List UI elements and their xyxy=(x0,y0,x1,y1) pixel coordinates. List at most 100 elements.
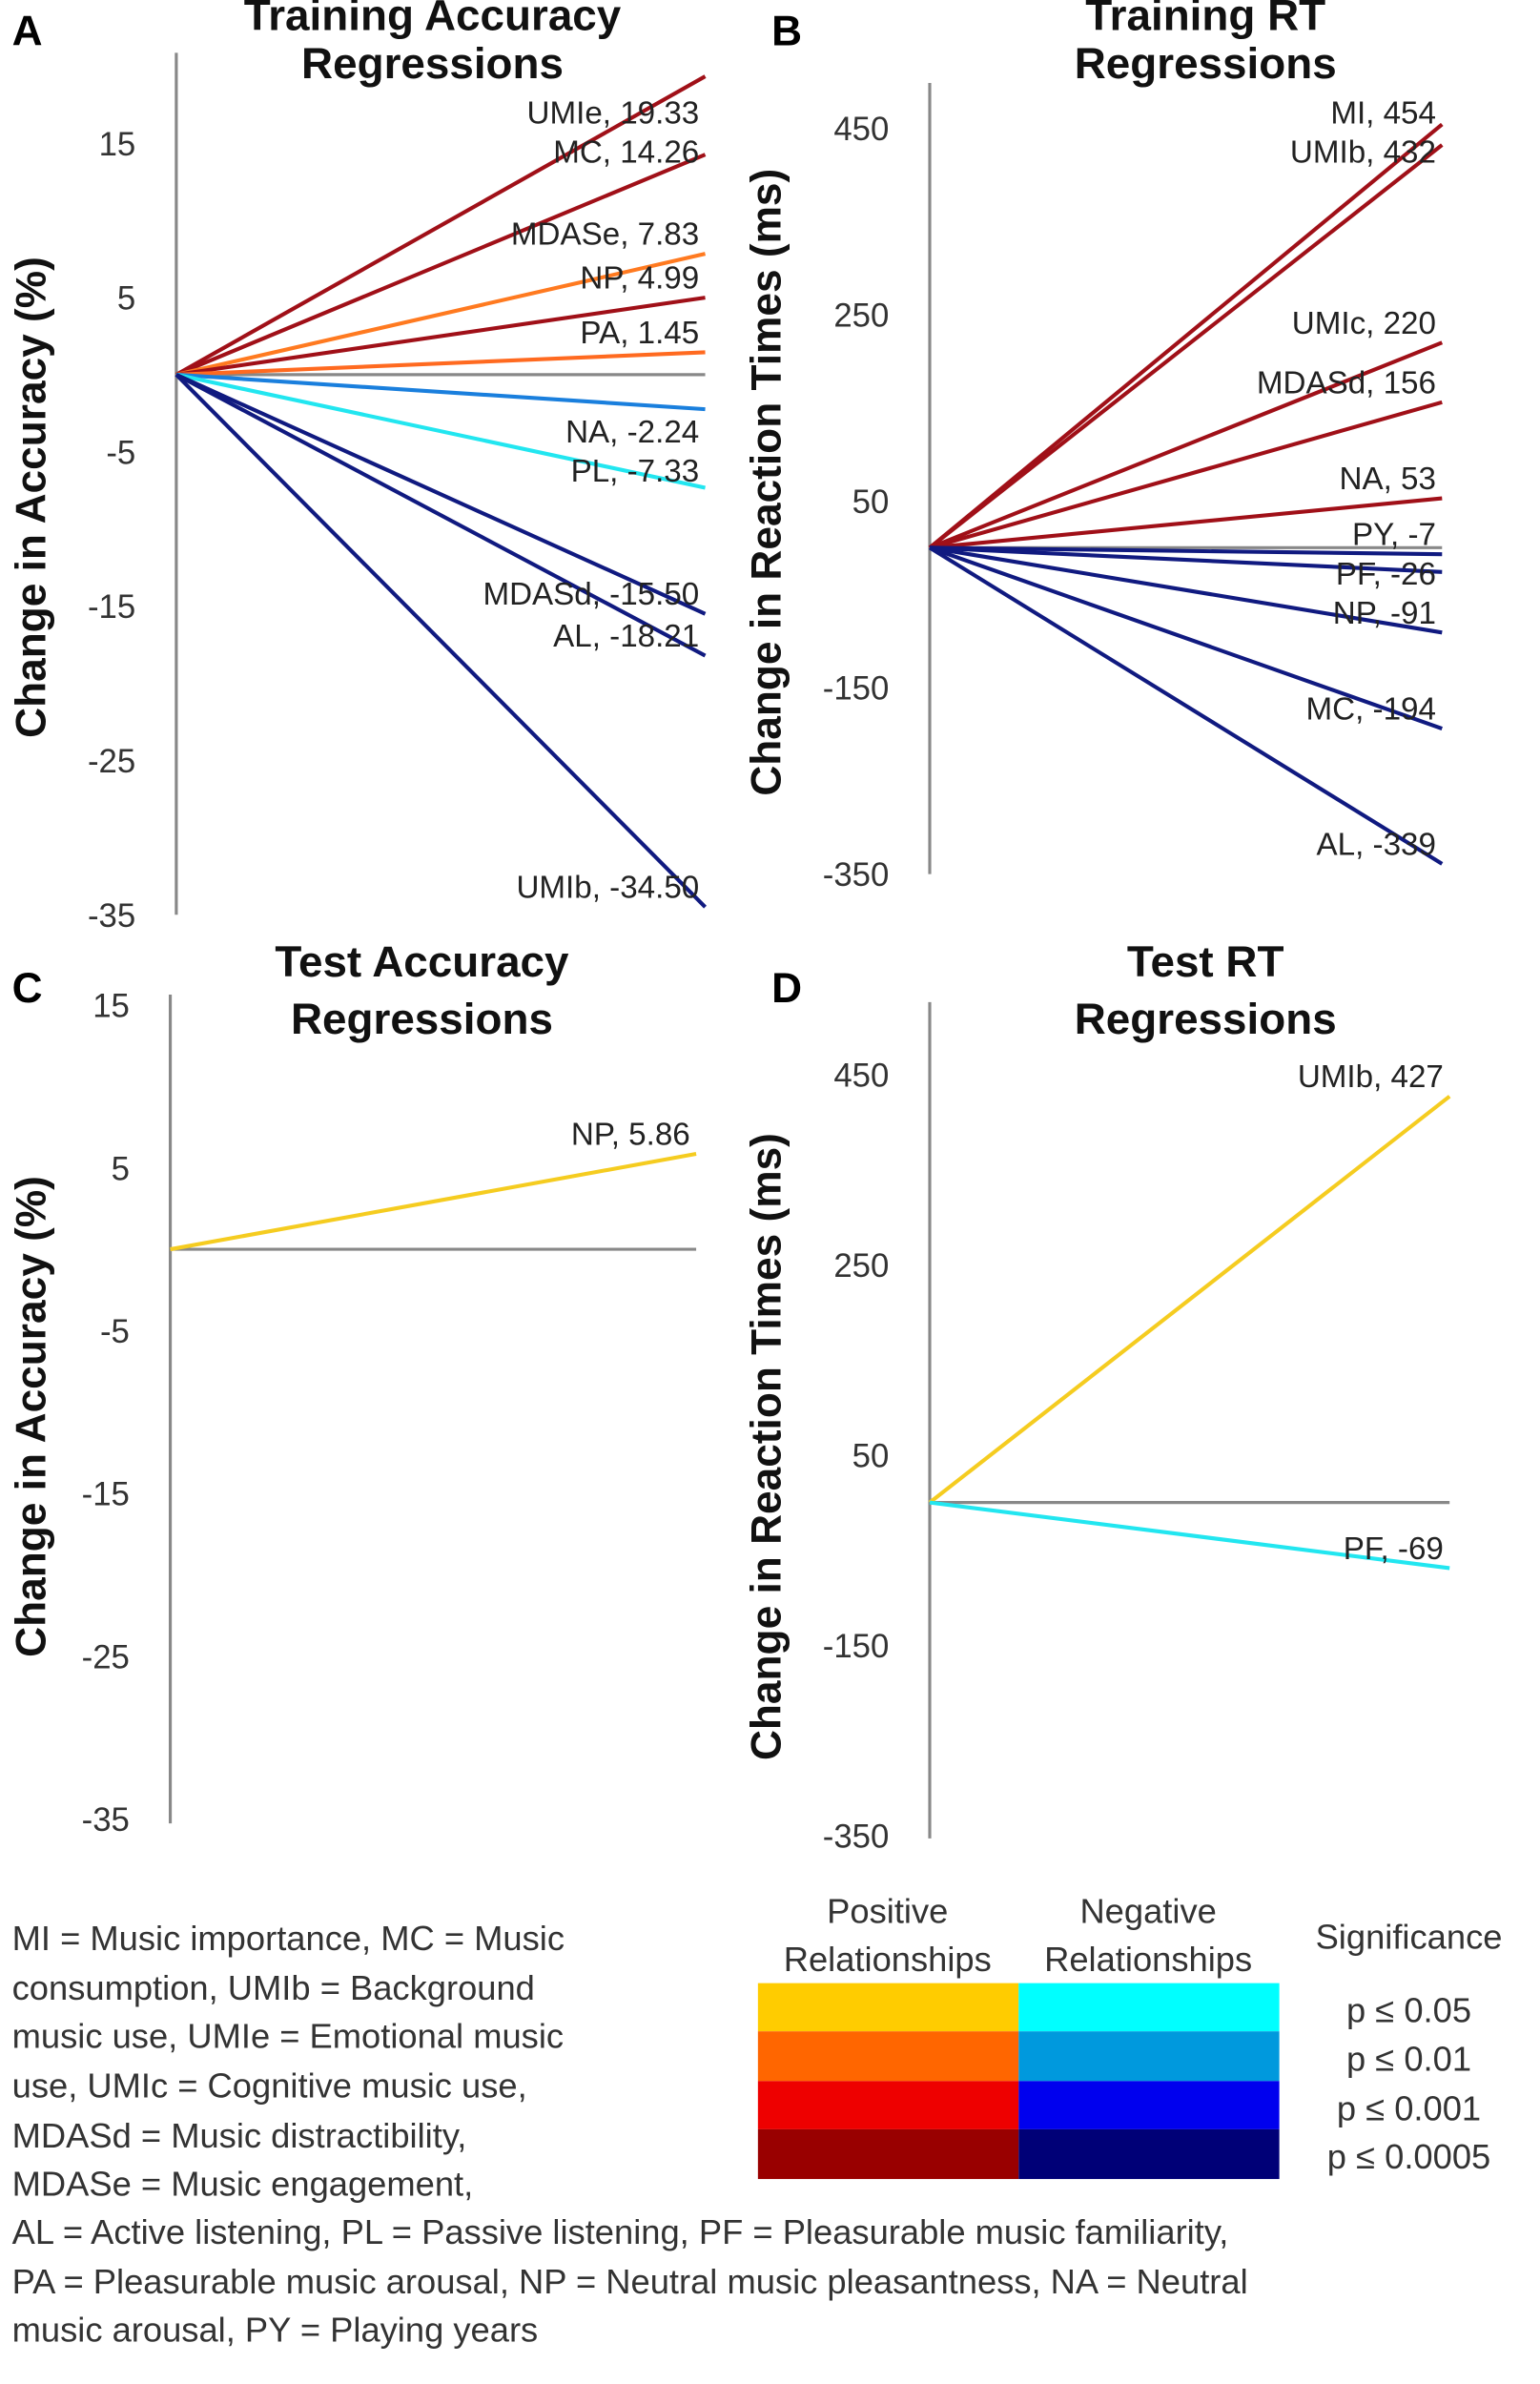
swatch-positive-2 xyxy=(757,2031,1019,2082)
line-label-pa: PA, 1.45 xyxy=(580,316,699,351)
y-tick-label: -5 xyxy=(100,1314,130,1350)
y-tick-label: -35 xyxy=(88,898,135,935)
regression-line-mc xyxy=(175,153,707,377)
panel-letter: C xyxy=(12,965,43,1012)
line-label-umib: UMIb, -34.50 xyxy=(516,871,699,906)
legend-level-2: p ≤ 0.01 xyxy=(1346,2039,1471,2078)
regression-line-mi xyxy=(928,122,1444,549)
regression-line-al xyxy=(175,373,707,658)
swatch-positive-4 xyxy=(757,2128,1019,2180)
legend-level-1: p ≤ 0.05 xyxy=(1346,1991,1471,2030)
regression-line-umic xyxy=(929,340,1444,550)
line-label-mdasd: MDASd, 156 xyxy=(1257,365,1436,401)
y-tick-label: -15 xyxy=(88,589,135,626)
abbrev-line: AL = Active listening, PL = Passive list… xyxy=(12,2212,1229,2251)
chart-title: Test RT xyxy=(1127,937,1284,986)
abbrev-line: MDASd = Music distractibility, xyxy=(12,2116,467,2155)
y-axis-label: Change in Accuracy (%) xyxy=(8,1176,54,1657)
y-tick-label: -25 xyxy=(82,1639,130,1675)
regression-line-umib xyxy=(175,373,708,909)
panel-letter: D xyxy=(771,965,802,1012)
y-axis-label: Change in Accuracy (%) xyxy=(8,257,54,738)
line-label-na: NA, -2.24 xyxy=(565,415,699,450)
y-tick-label: 5 xyxy=(112,1151,130,1187)
regression-line-na xyxy=(175,372,706,412)
y-tick-label: 15 xyxy=(92,989,130,1025)
legend-level-4: p ≤ 0.0005 xyxy=(1327,2137,1490,2176)
y-tick-label: -150 xyxy=(823,1629,890,1665)
swatch-positive-1 xyxy=(757,1983,1019,2032)
swatch-negative-4 xyxy=(1018,2128,1280,2180)
line-label-al: AL, -18.21 xyxy=(553,619,699,654)
abbrev-line: MI = Music importance, MC = Music xyxy=(12,1919,565,1958)
line-label-pf: PF, -69 xyxy=(1344,1531,1444,1567)
regression-line-pl xyxy=(175,372,706,490)
y-tick-label: -350 xyxy=(823,857,890,894)
abbreviation-key: MI = Music importance, MC = Music consum… xyxy=(12,1919,1248,2350)
swatch-negative-2 xyxy=(1018,2031,1280,2082)
swatch-negative-3 xyxy=(1018,2081,1280,2129)
regression-line-mc xyxy=(929,545,1443,730)
line-label-umic: UMIc, 220 xyxy=(1292,306,1436,341)
line-label-umie: UMIe, 19.33 xyxy=(527,96,700,132)
y-tick-label: 50 xyxy=(852,484,890,521)
legend-significance-title: Significance xyxy=(1316,1917,1503,1956)
chart-title: Training Accuracy xyxy=(244,0,622,40)
regression-line-mdasd xyxy=(175,373,707,616)
y-tick-label: -15 xyxy=(82,1477,130,1513)
y-tick-label: 250 xyxy=(833,298,889,335)
legend-positive-line1: Positive xyxy=(827,1891,948,1930)
line-label-mdasd: MDASd, -15.50 xyxy=(483,577,699,612)
regression-line-np xyxy=(175,296,706,377)
y-tick-label: -150 xyxy=(823,671,890,708)
line-label-np: NP, 5.86 xyxy=(571,1118,690,1153)
chart-title: Regressions xyxy=(291,995,553,1043)
chart-title: Test Accuracy xyxy=(275,937,569,986)
line-label-al: AL, -339 xyxy=(1317,827,1436,862)
y-tick-label: -5 xyxy=(106,435,135,471)
legend-swatches xyxy=(757,1983,1280,2180)
regression-line-umib xyxy=(928,143,1444,549)
line-label-np: NP, 4.99 xyxy=(580,261,699,297)
panel-letter: B xyxy=(771,8,802,54)
y-axis-label: Change in Reaction Times (ms) xyxy=(744,169,791,796)
chart-title: Training RT xyxy=(1085,0,1325,40)
line-label-np: NP, -91 xyxy=(1333,596,1436,631)
line-label-pf: PF, -26 xyxy=(1336,557,1436,592)
panel-d: D Test RT Regressions Change in Reaction Ti… xyxy=(744,937,1451,1855)
abbrev-line: use, UMIc = Cognitive music use, xyxy=(12,2066,527,2106)
line-label-na: NA, 53 xyxy=(1340,462,1436,497)
legend-negative-line1: Negative xyxy=(1079,1891,1216,1930)
y-tick-label: -25 xyxy=(88,744,135,780)
y-tick-label: 5 xyxy=(117,281,135,318)
line-label-mdase: MDASe, 7.83 xyxy=(511,217,699,253)
legend-level-3: p ≤ 0.001 xyxy=(1337,2088,1481,2127)
swatch-positive-3 xyxy=(757,2081,1019,2129)
regression-line-mdase xyxy=(175,252,707,377)
line-label-mc: MC, -194 xyxy=(1306,692,1436,728)
swatch-negative-1 xyxy=(1018,1983,1280,2032)
abbrev-line: music arousal, PY = Playing years xyxy=(12,2311,539,2350)
significance-legend: Positive Relationships Negative Relation… xyxy=(757,1891,1503,2180)
y-tick-label: -35 xyxy=(82,1802,130,1839)
y-tick-label: 450 xyxy=(833,112,889,148)
abbrev-line: PA = Pleasurable music arousal, NP = Neu… xyxy=(12,2262,1248,2301)
chart-title: Regressions xyxy=(301,39,564,88)
y-axis-label: Change in Reaction Times (ms) xyxy=(744,1133,791,1760)
y-tick-label: 450 xyxy=(833,1058,889,1094)
regression-line-al xyxy=(928,545,1444,866)
chart-title: Regressions xyxy=(1075,39,1337,88)
regression-line-np xyxy=(929,545,1443,635)
legend-negative-line2: Relationships xyxy=(1044,1940,1252,1979)
abbrev-line: MDASe = Music engagement, xyxy=(12,2164,474,2203)
line-label-umib: UMIb, 432 xyxy=(1290,135,1436,171)
regression-line-pa xyxy=(175,350,706,377)
chart-title: Regressions xyxy=(1075,995,1337,1043)
line-label-pl: PL, -7.33 xyxy=(571,454,700,489)
regression-line-na xyxy=(929,496,1443,550)
y-tick-label: 15 xyxy=(99,127,136,163)
